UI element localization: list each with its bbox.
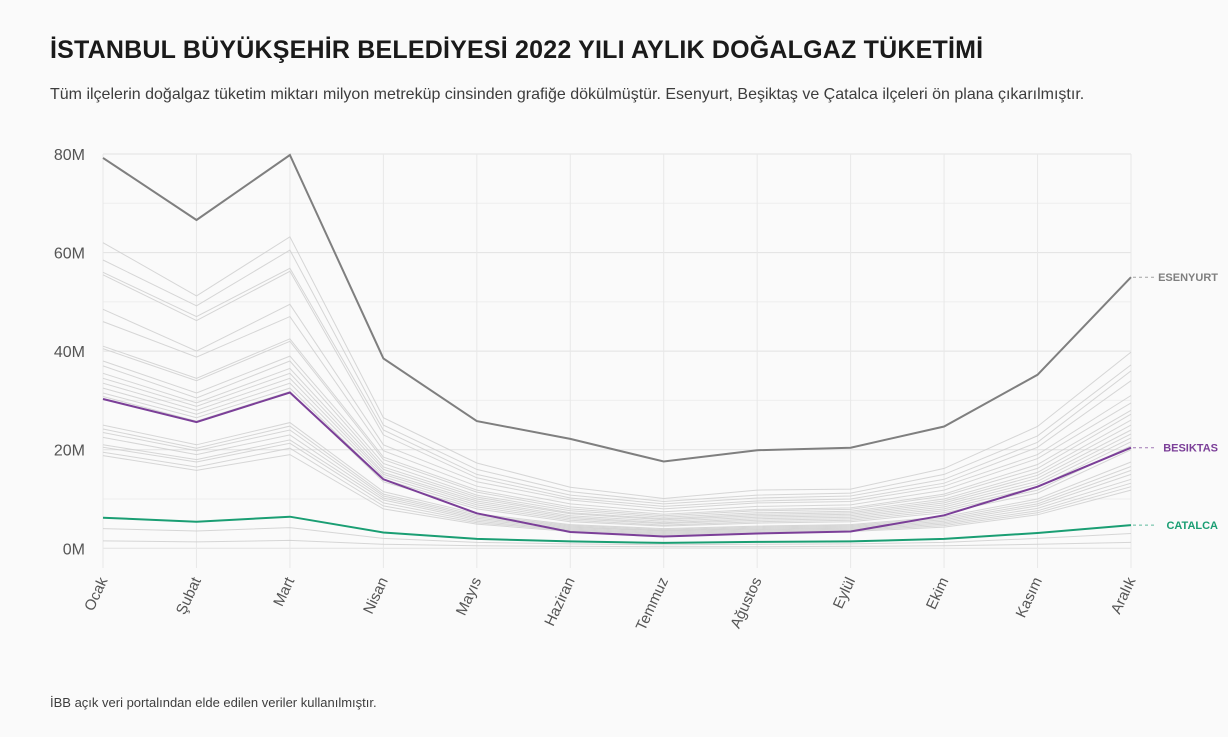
background-series-line — [102, 338, 1132, 515]
x-tick-label: Ağustos — [727, 575, 765, 631]
background-series-line — [102, 447, 1132, 535]
series-line-esenyurt — [102, 153, 1132, 463]
background-series-line — [102, 267, 1132, 505]
series-end-label: BESIKTAS — [1163, 443, 1218, 455]
background-series-line — [102, 236, 1132, 500]
background-series-line — [102, 270, 1132, 507]
x-tick-label: Mart — [270, 574, 298, 609]
background-series-line — [102, 539, 1132, 548]
background-series-line — [102, 367, 1132, 521]
y-tick-label: 60M — [54, 246, 85, 263]
background-series-line — [102, 442, 1132, 534]
source-caption: İBB açık veri portalından elde edilen ve… — [50, 695, 377, 710]
background-series-line — [102, 527, 1132, 546]
background-series-line — [102, 429, 1132, 532]
x-tick-label: Kasım — [1013, 575, 1046, 621]
x-tick-label: Mayıs — [453, 575, 485, 618]
series-end-label: ESENYURT — [1158, 272, 1218, 284]
y-tick-label: 20M — [54, 443, 85, 460]
background-series-line — [102, 434, 1132, 532]
background-series-line — [102, 372, 1132, 522]
series-end-labels: ESENYURT BESIKTAS CATALCA — [1133, 272, 1218, 532]
y-axis: 0M 20M 40M 60M 80M — [54, 147, 85, 558]
chart-subtitle: Tüm ilçelerin doğalgaz tüketim miktarı m… — [50, 86, 1085, 103]
background-series-line — [102, 355, 1132, 518]
background-series-line — [102, 425, 1132, 531]
x-tick-label: Eylül — [830, 575, 859, 612]
line-chart: 0M 20M 40M 60M 80M Ocak Şubat Mart Nisan Mayıs Ha… — [54, 147, 1218, 633]
x-tick-label: Ocak — [81, 574, 111, 613]
x-tick-label: Şubat — [173, 574, 205, 617]
background-series-line — [102, 439, 1132, 533]
background-series-line — [102, 340, 1132, 517]
x-tick-label: Ekim — [923, 575, 952, 612]
series-line-catalca — [102, 515, 1132, 544]
background-series-line — [102, 382, 1132, 525]
background-series-line — [102, 377, 1132, 524]
background-series-line — [102, 303, 1132, 510]
background-series-line — [102, 315, 1132, 513]
x-tick-label: Aralık — [1108, 574, 1140, 616]
x-tick-label: Nisan — [360, 575, 392, 617]
background-series-line — [102, 387, 1132, 526]
y-tick-label: 80M — [54, 147, 85, 164]
x-tick-label: Haziran — [541, 575, 578, 629]
x-axis: Ocak Şubat Mart Nisan Mayıs Haziran Temmuz Ağus… — [81, 574, 1139, 633]
series-line-besiktas — [102, 391, 1132, 538]
background-series-line — [102, 422, 1132, 530]
y-tick-label: 40M — [54, 344, 85, 361]
y-tick-label: 0M — [63, 541, 85, 558]
x-tick-label: Temmuz — [633, 575, 672, 634]
background-series-line — [102, 360, 1132, 520]
chart-title: İSTANBUL BÜYÜKŞEHİR BELEDİYESİ 2022 YILI… — [50, 36, 984, 64]
highlight-series-group — [102, 153, 1132, 544]
background-series-group — [102, 236, 1132, 548]
series-end-label: CATALCA — [1166, 520, 1218, 532]
background-series-line — [102, 249, 1132, 503]
